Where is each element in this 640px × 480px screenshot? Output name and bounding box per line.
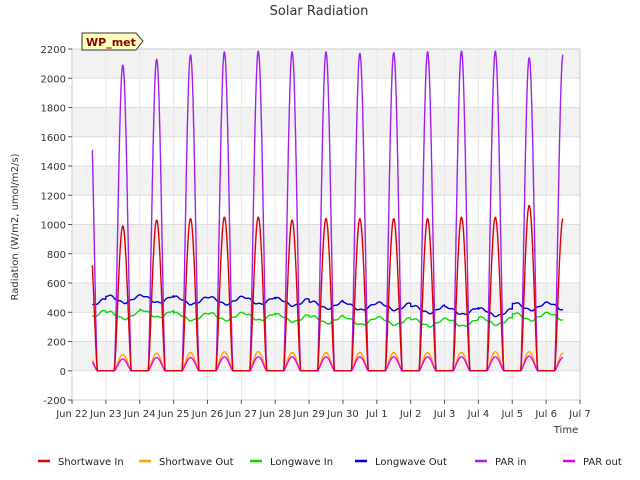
y-tick-label: -200 [43,396,66,407]
series-line-sw-in [91,204,564,372]
y-tick-label: 1400 [41,162,66,173]
legend-label-lw-out: Longwave Out [375,457,447,468]
x-axis-ticks: Jun 22 Jun 23 Jun 24 Jun 25 Jun 26 Jun 27 Jun … [55,400,591,420]
y-tick-label: 1800 [41,104,66,115]
legend-label-lw-in: Longwave In [270,457,333,468]
x-axis-label: Time [553,425,578,436]
legend-label-sw-out: Shortwave Out [159,457,234,468]
plot-band [72,224,580,254]
x-tick-label: Jul 5 [500,409,523,420]
y-tick-label: 0 [60,367,66,378]
series-line-lw-in [91,308,564,328]
y-tick-label: 800 [47,250,66,261]
x-tick-label: Jun 25 [157,409,190,420]
series-lines [91,50,564,372]
legend-label-sw-in: Shortwave In [58,457,124,468]
x-tick-label: Jun 24 [123,409,156,420]
y-tick-label: 200 [47,338,66,349]
x-tick-label: Jul 3 [433,409,456,420]
y-tick-label: 600 [47,279,66,290]
y-axis-ticks: -200 0 200 400 600 800 1000 1200 1400 1600 1800 200… [41,45,72,407]
x-tick-label: Jul 2 [399,409,422,420]
x-tick-label: Jul 4 [467,409,490,420]
y-tick-label: 2000 [41,74,66,85]
legend-label-par-in: PAR in [495,457,526,468]
x-tick-label: Jun 22 [55,409,88,420]
site-badge-label: WP_met [86,36,136,49]
x-tick-label: Jun 26 [191,409,224,420]
plot-band [72,166,580,196]
y-tick-label: 1000 [41,221,66,232]
x-tick-label: Jul 7 [568,409,591,420]
y-tick-label: 2200 [41,45,66,56]
site-badge-shape [81,32,144,51]
plot-band [72,107,580,137]
x-tick-label: Jul 1 [365,409,388,420]
y-tick-label: 400 [47,308,66,319]
legend-label-par-out: PAR out [583,457,622,468]
x-tick-label: Jun 27 [225,409,258,420]
legend: Shortwave In Shortwave Out Longwave In Long… [38,457,622,468]
series-line-lw-out [91,294,564,318]
x-tick-label: Jul 6 [534,409,557,420]
plot-band [72,341,580,371]
chart-title: Solar Radiation [270,4,369,19]
x-tick-label: Jun 28 [258,409,291,420]
x-tick-label: Jun 30 [326,409,359,420]
x-tick-label: Jun 29 [292,409,325,420]
x-tick-label: Jun 23 [89,409,122,420]
site-badge: WP_met [81,32,144,51]
y-tick-label: 1200 [41,191,66,202]
y-tick-label: 1600 [41,133,66,144]
y-axis-label: Radiation (W/m2, umol/m2/s) [10,153,21,300]
